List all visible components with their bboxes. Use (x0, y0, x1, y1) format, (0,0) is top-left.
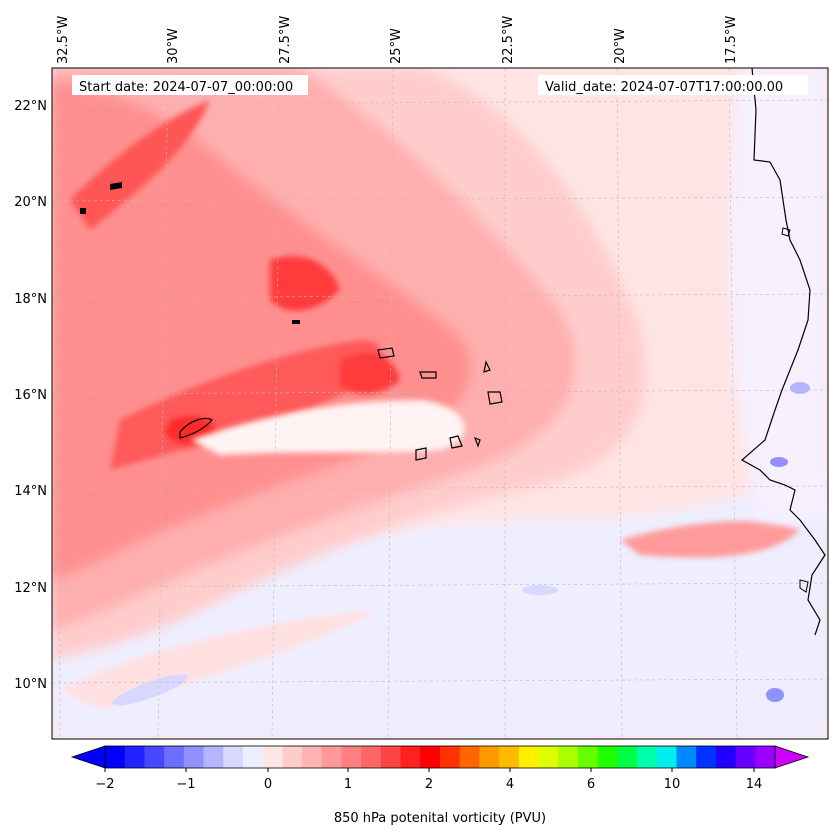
colorbar-tick-label: 10 (664, 777, 681, 792)
blue-blob (766, 688, 784, 702)
colorbar-cell (302, 746, 323, 768)
colorbar-cell (499, 746, 520, 768)
colorbar-tick-label: −1 (176, 777, 195, 792)
colorbar-cell (735, 746, 756, 768)
lon-tick: 25°W (389, 28, 404, 64)
colorbar-cell (203, 746, 224, 768)
colorbar-tick-label: 6 (587, 777, 595, 792)
blue-blob (790, 382, 810, 394)
lon-tick: 30°W (166, 28, 181, 64)
colorbar-extend-high (774, 745, 810, 769)
lon-tick: 27.5°W (278, 16, 293, 64)
lat-tick: 10°N (14, 677, 47, 692)
latitude-tick-labels: 22°N 20°N 18°N 16°N 14°N 12°N 10°N (14, 99, 47, 692)
lon-tick: 17.5°W (724, 16, 739, 64)
colorbar: −2 −1 0 1 2 4 6 10 14 850 hPa potenital … (70, 745, 810, 826)
lat-tick: 20°N (14, 195, 47, 210)
colorbar-cell (223, 746, 244, 768)
colorbar-cells (105, 746, 776, 768)
islands (179, 347, 503, 461)
pv-core-north (270, 256, 340, 311)
colorbar-cell (459, 746, 480, 768)
lat-tick: 22°N (14, 99, 47, 114)
colorbar-cell (617, 746, 638, 768)
map-frame (51, 67, 829, 740)
colorbar-cell (242, 746, 264, 768)
colorbar-frame (104, 745, 776, 769)
colorbar-cell (420, 746, 441, 768)
island-core-north (292, 320, 300, 324)
map-panel (52, 68, 828, 739)
colorbar-cell (715, 746, 736, 768)
colorbar-cell (144, 746, 165, 768)
colorbar-cell (637, 746, 658, 768)
south-light-pink-streaks (60, 610, 380, 710)
colorbar-tick-label: 1 (344, 777, 352, 792)
colorbar-cell (124, 746, 145, 768)
colorbar-cell (440, 746, 461, 768)
lon-tick: 32.5°W (56, 16, 71, 64)
colorbar-cell (755, 746, 776, 768)
colorbar-cell (597, 746, 618, 768)
colorbar-cell (164, 746, 185, 768)
blue-blob (770, 457, 788, 467)
colorbar-cell (577, 746, 599, 768)
island-core-nw-2 (110, 182, 122, 190)
colorbar-cell (696, 746, 717, 768)
longitude-tick-labels: 32.5°W 30°W 27.5°W 25°W 22.5°W 20°W 17.5… (56, 16, 739, 64)
blue-blob (522, 585, 558, 595)
valid-date-box (538, 75, 808, 95)
colorbar-cell (656, 746, 677, 768)
colorbar-ticks: −2 −1 0 1 2 4 6 10 14 (95, 768, 762, 792)
graticule (52, 68, 828, 739)
start-date-box (72, 75, 308, 95)
lon-tick: 20°W (613, 28, 628, 64)
lat-tick: 12°N (14, 581, 47, 596)
colorbar-extend-low (70, 745, 106, 769)
colorbar-cell (282, 746, 303, 768)
colorbar-cell (361, 746, 382, 768)
colorbar-cell (518, 746, 539, 768)
colorbar-cell (400, 746, 421, 768)
low-pv-gap (190, 400, 465, 455)
pv-band-high (70, 100, 210, 230)
colorbar-cell (676, 746, 697, 768)
colorbar-title: 850 hPa potenital vorticity (PVU) (334, 811, 546, 826)
coast-detail (781, 227, 809, 593)
lon-tick: 22.5°W (501, 16, 516, 64)
colorbar-cell (479, 746, 500, 768)
coastal-pv-patch (620, 521, 800, 558)
colorbar-cell (380, 746, 401, 768)
start-date-label: Start date: 2024-07-07_00:00:00 (79, 80, 293, 95)
island-core-nw-1 (80, 208, 86, 214)
pv-core-islands (340, 352, 400, 395)
colorbar-tick-label: 14 (746, 777, 763, 792)
colorbar-cell (538, 746, 559, 768)
colorbar-tick-label: 4 (506, 777, 514, 792)
colorbar-cell (558, 746, 579, 768)
lat-tick: 16°N (14, 388, 47, 403)
african-coastline (740, 68, 826, 636)
colorbar-cell (321, 746, 342, 768)
colorbar-tick-label: 0 (264, 777, 272, 792)
colorbar-tick-label: −2 (95, 777, 114, 792)
lat-tick: 18°N (14, 292, 47, 307)
colorbar-cell (262, 746, 283, 768)
lat-tick: 14°N (14, 484, 47, 499)
colorbar-tick-label: 2 (425, 777, 433, 792)
colorbar-cell (341, 746, 362, 768)
colorbar-cell (105, 746, 126, 768)
colorbar-cell (183, 746, 204, 768)
valid-date-label: Valid_date: 2024-07-07T17:00:00.00 (545, 80, 783, 95)
